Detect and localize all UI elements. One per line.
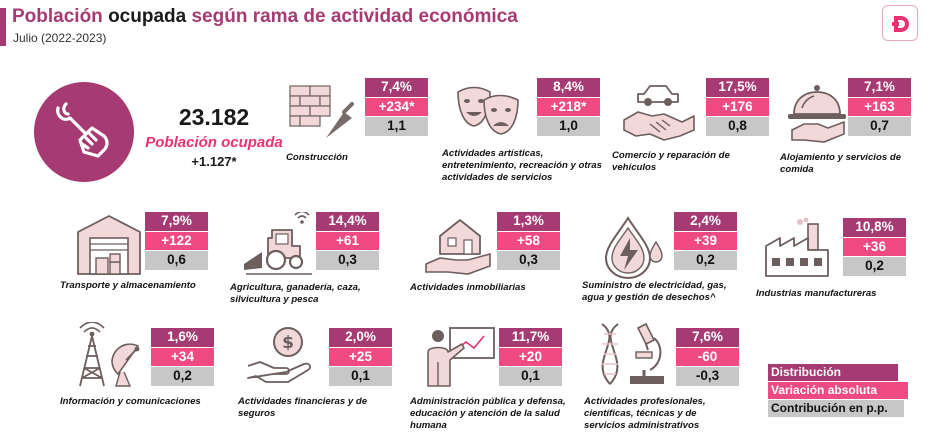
sector-label: Administración pública y defensa, educac… (410, 396, 566, 431)
absolute-variation-value: +163 (848, 97, 911, 116)
distribution-value: 1,6% (151, 328, 214, 347)
house-hand-icon (425, 219, 491, 275)
distribution-value: 7,4% (365, 78, 428, 97)
distribution-value: 10,8% (843, 218, 906, 237)
sector-label: Información y comunicaciones (60, 396, 201, 407)
sector-stats: 1,3% +58 0,3 (497, 212, 560, 270)
absolute-variation-value: +218* (537, 97, 600, 116)
sector-label: Comercio y reparación de vehículos (612, 150, 730, 173)
absolute-variation-value: -60 (676, 347, 739, 366)
presenter-board-icon (427, 327, 495, 387)
antenna-satellite-icon (79, 322, 140, 387)
sector-label: Construcción (286, 152, 348, 163)
absolute-variation-value: +20 (499, 347, 562, 366)
distribution-value: 8,4% (537, 78, 600, 97)
logo-d-icon (892, 16, 909, 32)
sector-label: Alojamiento y servicios de comida (780, 152, 902, 175)
total-employed-label: Población ocupada (145, 134, 283, 151)
hero-icon-circle (34, 82, 134, 182)
sector-stats: 2,4% +39 0,2 (674, 212, 737, 270)
title-accent-bar (0, 8, 6, 46)
contribution-value: -0,3 (676, 367, 739, 386)
page-subtitle: Julio (2022-2023) (13, 31, 107, 45)
sector-stats: 8,4% +218* 1,0 (537, 78, 600, 136)
distribution-value: 7,9% (145, 212, 208, 231)
sector-label: Actividades artísticas, entretenimiento,… (442, 148, 602, 183)
absolute-variation-value: +25 (329, 347, 392, 366)
sector-label: Suministro de electricidad, gas, agua y … (582, 280, 727, 303)
contribution-value: 0,2 (151, 367, 214, 386)
absolute-variation-value: +58 (497, 231, 560, 250)
title-part-1: Población (12, 6, 103, 27)
sector-label: Actividades profesionales, científicas, … (584, 396, 706, 431)
car-handshake-icon (623, 85, 695, 141)
distribution-value: 2,0% (329, 328, 392, 347)
food-cloche-icon (788, 85, 846, 143)
total-employed-change: +1.127* (191, 154, 237, 169)
page-title: Población ocupada según rama de activida… (12, 6, 518, 28)
contribution-value: 1,0 (537, 117, 600, 136)
legend-contribution: Contribución en p.p. (768, 400, 904, 417)
factory-icon (765, 217, 829, 277)
contribution-value: 0,2 (843, 257, 906, 276)
sector-label: Agricultura, ganadería, caza, silvicultu… (230, 282, 361, 305)
sector-stats: 14,4% +61 0,3 (316, 212, 379, 270)
distribution-value: 1,3% (497, 212, 560, 231)
distribution-value: 17,5% (706, 78, 769, 97)
contribution-value: 0,2 (674, 251, 737, 270)
hand-coin-icon: $ (247, 327, 311, 383)
total-employed-value: 23.182 (178, 104, 250, 130)
sector-stats: 1,6% +34 0,2 (151, 328, 214, 386)
distribution-value: 11,7% (499, 328, 562, 347)
legend: Distribución Variación absoluta Contribu… (768, 364, 908, 418)
tractor-icon (244, 212, 312, 275)
absolute-variation-value: +36 (843, 237, 906, 256)
distribution-value: 7,1% (848, 78, 911, 97)
contribution-value: 0,8 (706, 117, 769, 136)
title-part-2: ocupada (102, 6, 192, 27)
distribution-value: 2,4% (674, 212, 737, 231)
distribution-value: 14,4% (316, 212, 379, 231)
sector-stats: 7,1% +163 0,7 (848, 78, 911, 136)
contribution-value: 0,1 (329, 367, 392, 386)
svg-text:$: $ (282, 333, 294, 353)
absolute-variation-value: +122 (145, 231, 208, 250)
sector-stats: 7,4% +234* 1,1 (365, 78, 428, 136)
absolute-variation-value: +61 (316, 231, 379, 250)
absolute-variation-value: +39 (674, 231, 737, 250)
sector-stats: 7,6% -60 -0,3 (676, 328, 739, 386)
legend-distribution: Distribución (768, 364, 898, 381)
contribution-value: 1,1 (365, 117, 428, 136)
sector-stats: 10,8% +36 0,2 (843, 218, 906, 276)
sector-stats: 11,7% +20 0,1 (499, 328, 562, 386)
sector-label: Industrias manufactureras (756, 288, 877, 299)
contribution-value: 0,1 (499, 367, 562, 386)
warehouse-icon (77, 215, 141, 275)
brand-logo (882, 5, 918, 41)
legend-absolute-variation: Variación absoluta (768, 382, 908, 399)
sector-label: Actividades inmobiliarias (410, 282, 526, 293)
sector-stats: 7,9% +122 0,6 (145, 212, 208, 270)
sector-label: Actividades financieras y de seguros (238, 396, 368, 419)
wrench-hand-icon (56, 102, 109, 158)
energy-water-drop-icon (604, 216, 663, 279)
absolute-variation-value: +234* (365, 97, 428, 116)
sector-label: Transporte y almacenamiento (60, 280, 196, 291)
distribution-value: 7,6% (676, 328, 739, 347)
contribution-value: 0,7 (848, 117, 911, 136)
brick-wall-trowel-icon (289, 85, 354, 138)
dna-microscope-icon (601, 322, 664, 385)
sector-stats: 2,0% +25 0,1 (329, 328, 392, 386)
theater-masks-icon (457, 86, 519, 135)
absolute-variation-value: +176 (706, 97, 769, 116)
contribution-value: 0,3 (316, 251, 379, 270)
absolute-variation-value: +34 (151, 347, 214, 366)
contribution-value: 0,6 (145, 251, 208, 270)
title-part-3: según rama de actividad económica (191, 6, 518, 27)
sector-stats: 17,5% +176 0,8 (706, 78, 769, 136)
contribution-value: 0,3 (497, 251, 560, 270)
